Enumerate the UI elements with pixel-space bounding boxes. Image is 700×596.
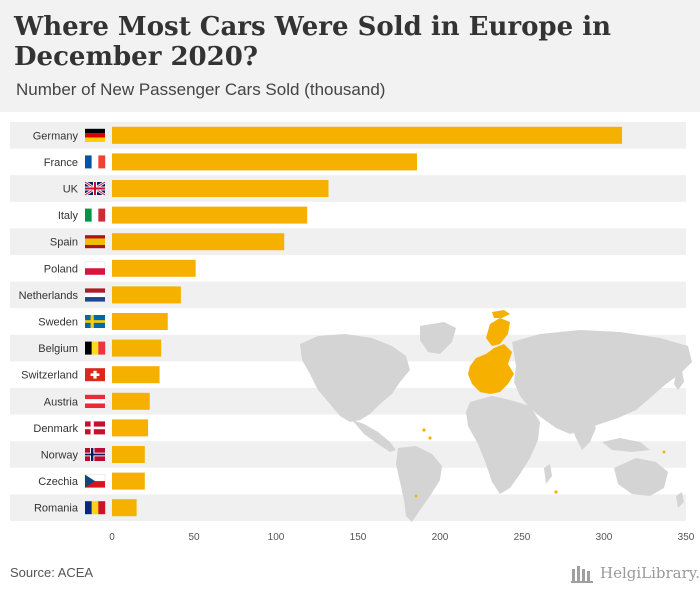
bar-austria [112,392,150,410]
library-icon [571,566,593,583]
czechia-flag-icon [84,474,106,488]
map-japan [674,370,684,390]
map-central-america [352,420,396,452]
sweden-flag-icon [85,315,105,328]
map-greenland [420,322,456,354]
category-label: Netherlands [19,290,79,302]
map-australia [614,458,668,496]
category-label: Switzerland [21,370,78,382]
map-scandinavia [486,318,510,346]
italy-flag-icon [85,208,106,222]
norway-flag-icon [85,448,105,461]
x-tick-label: 50 [188,532,200,543]
x-tick-label: 300 [596,532,613,543]
map-india [570,412,596,450]
map-iceland [492,310,510,318]
chart-title: Where Most Cars Were Sold in Europe in D… [14,12,611,72]
x-tick-label: 200 [432,532,449,543]
category-label: UK [63,184,79,196]
category-label: Norway [41,450,79,462]
uk-flag-icon [84,180,106,197]
category-label: Sweden [38,317,78,329]
map-new-zealand [676,492,684,508]
map-territory-polynesia [414,494,418,498]
bar-italy [112,206,308,224]
category-label: Czechia [38,476,79,488]
map-asia [512,330,692,434]
row-stripe [10,228,686,255]
bar-germany [112,126,623,144]
bar-chart: Germany France UK Italy Spain Poland Netherlan… [10,122,695,543]
x-tick-label: 350 [678,532,695,543]
category-label: Germany [33,130,79,142]
bar-belgium [112,339,162,357]
map-indonesia [602,438,650,452]
bars [112,126,623,517]
logo-text: HelgiLibrary. [600,564,700,582]
category-label: Poland [44,263,78,275]
bar-spain [112,233,285,251]
row-stripe [10,175,686,202]
bar-netherlands [112,286,181,304]
spain-flag-icon [85,235,105,249]
header: Where Most Cars Were Sold in Europe in D… [0,0,700,112]
map-territory-caribbean [422,428,426,432]
austria-flag-icon [85,394,105,408]
category-label: Austria [44,396,79,408]
map-territory-guiana [428,436,432,440]
bar-sweden [112,313,168,330]
map-territory-reunion [554,490,558,494]
germany-flag-icon [85,128,105,142]
bar-denmark [112,419,149,437]
row-stripe [10,494,686,521]
romania-flag-icon [85,501,106,515]
france-flag-icon [85,155,106,169]
x-tick-label: 250 [514,532,531,543]
belgium-flag-icon [85,341,106,355]
denmark-flag-icon [85,421,105,435]
poland-flag-icon [84,261,106,275]
x-tick-label: 150 [350,532,367,543]
bar-romania [112,499,137,517]
bar-france [112,153,418,171]
row-stripe [10,281,686,309]
switzerland-flag-icon [85,368,105,382]
bar-uk [112,180,329,197]
bar-poland [112,259,196,277]
bar-norway [112,446,145,463]
world-map [300,310,692,522]
category-label: Denmark [33,423,78,435]
category-labels: Germany France UK Italy Spain Poland Netherlan… [19,130,79,514]
category-label: Italy [58,210,79,222]
map-africa [466,396,540,494]
helgilibrary-logo: HelgiLibrary. [570,562,700,584]
x-tick-label: 0 [109,532,115,543]
category-label: Romania [34,503,79,515]
map-north-america [300,334,410,422]
source-note: Source: ACEA [10,565,94,580]
map-madagascar [544,464,552,484]
row-stripes [10,122,686,521]
category-label: Belgium [38,343,78,355]
flags [84,128,106,515]
chart-subtitle: Number of New Passenger Cars Sold (thous… [16,80,386,99]
map-europe [468,344,514,394]
bar-czechia [112,472,145,490]
x-tick-label: 100 [268,532,285,543]
category-label: France [44,157,78,169]
map-south-america [396,446,442,522]
x-axis-ticks: 0 50 100 150 200 250 300 350 [109,532,695,543]
bar-switzerland [112,366,160,384]
netherlands-flag-icon [85,288,105,302]
category-label: Spain [50,237,78,249]
map-territory-pacific [662,450,666,454]
